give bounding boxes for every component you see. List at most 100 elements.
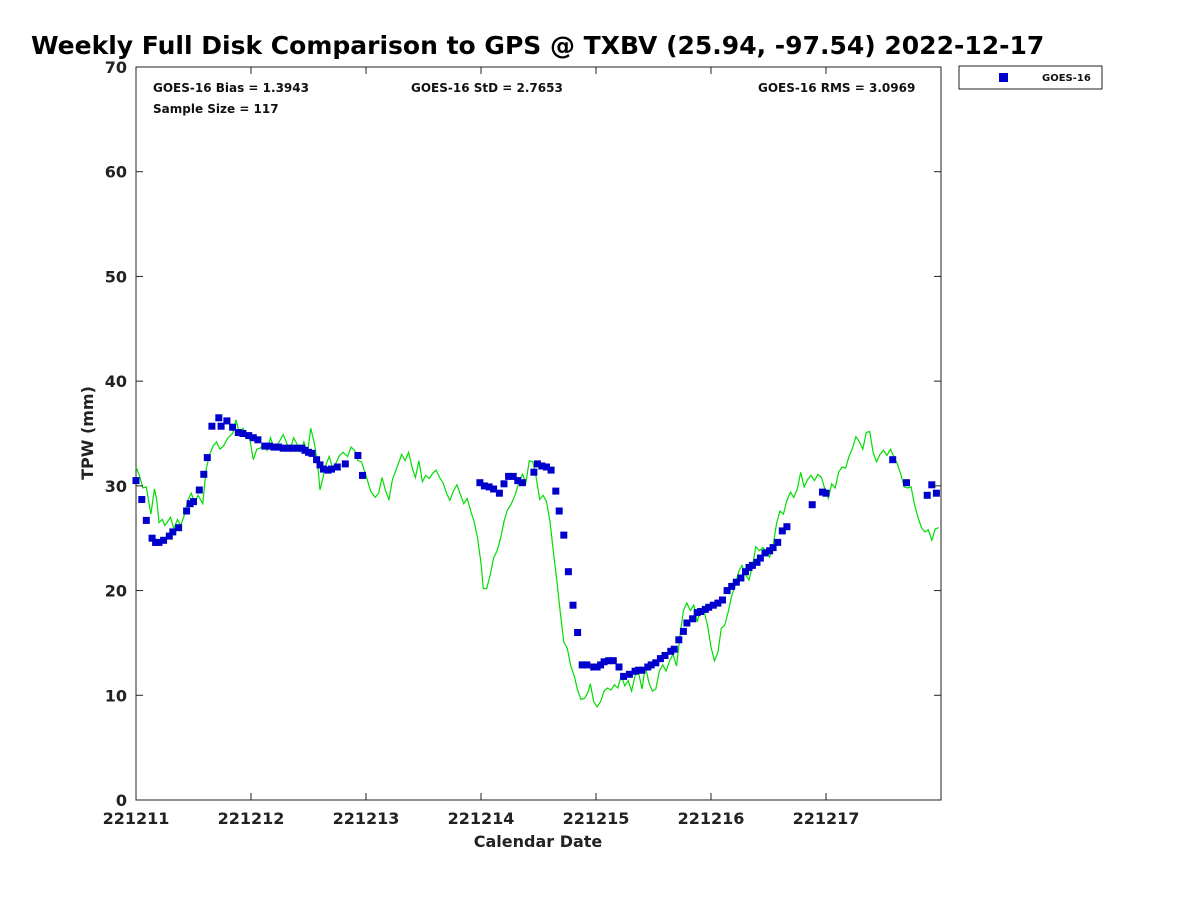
goes16-data-point (328, 465, 335, 473)
bias-stat: GOES-16 Bias = 1.3943 (153, 81, 309, 95)
x-tick-label: 221214 (448, 809, 515, 828)
goes16-data-point (155, 538, 163, 546)
y-tick-label: 30 (105, 477, 127, 496)
goes16-data-point (275, 443, 283, 451)
goes16-data-point (183, 507, 191, 515)
y-tick-label: 40 (105, 372, 127, 391)
y-axis-ticks: 0 10 20 30 40 50 60 70 (105, 58, 941, 810)
goes16-data-point (574, 629, 582, 636)
goes16-data-point (564, 568, 572, 576)
goes16-data-point (675, 636, 683, 644)
goes16-data-point (530, 468, 538, 476)
goes16-data-point (819, 488, 826, 496)
goes16-data-point (500, 480, 508, 488)
goes16-data-point (203, 454, 211, 462)
y-tick-label: 70 (105, 58, 127, 77)
goes16-data-point (543, 463, 550, 471)
goes16-data-point (476, 479, 484, 487)
goes16-data-point (169, 528, 177, 536)
goes16-data-point (638, 666, 646, 674)
goes16-data-point (319, 465, 327, 473)
goes16-data-point (670, 645, 678, 653)
goes16-data-point (229, 423, 237, 431)
goes16-data-point (714, 599, 722, 607)
goes16-data-point (215, 414, 223, 422)
goes16-data-point (148, 534, 156, 542)
goes16-data-point (569, 601, 577, 609)
goes16-data-point (683, 619, 691, 627)
legend-label: GOES-16 (1042, 73, 1091, 84)
goes16-data-point (509, 472, 517, 480)
goes16-data-point (485, 483, 493, 491)
goes16-data-point (661, 652, 669, 659)
goes16-data-point (652, 659, 660, 667)
y-tick-label: 10 (105, 686, 127, 705)
goes16-data-point (175, 524, 183, 532)
goes16-data-point (239, 430, 247, 437)
std-stat: GOES-16 StD = 2.7653 (411, 81, 563, 95)
goes16-data-point (308, 449, 316, 457)
goes16-data-point (560, 531, 568, 539)
x-tick-label: 221213 (333, 809, 400, 828)
goes16-data-point (249, 434, 257, 442)
goes16-data-point (748, 561, 756, 569)
goes16-data-point (609, 657, 617, 665)
goes16-data-point (208, 422, 216, 430)
y-tick-label: 0 (116, 791, 127, 810)
legend-marker (999, 73, 1008, 82)
goes16-data-point (505, 472, 513, 480)
goes16-data-point (620, 672, 628, 680)
goes16-data-point (778, 527, 786, 535)
goes16-data-point (293, 444, 301, 452)
goes16-data-point (138, 496, 146, 503)
goes16-data-point (753, 558, 761, 566)
goes16-data-point (245, 432, 253, 440)
goes16-data-point (480, 482, 488, 490)
goes16-data-point (254, 436, 262, 444)
goes16-data-point (533, 460, 541, 468)
goes16-data-point (490, 485, 498, 493)
goes16-data-point (903, 479, 910, 487)
goes16-data-point (783, 523, 791, 531)
legend: GOES-16 (958, 65, 1103, 90)
goes16-data-point (774, 538, 782, 546)
x-tick-label: 221215 (563, 809, 630, 828)
goes16-data-point (889, 456, 897, 464)
goes16-data-point (679, 627, 687, 635)
goes16-data-point (265, 442, 273, 450)
goes16-data-point (928, 481, 936, 489)
goes16-data-point (737, 574, 745, 582)
goes16-data-point (217, 422, 225, 430)
goes16-data-point (223, 417, 231, 425)
goes16-data-point (279, 444, 287, 452)
goes16-data-point (359, 471, 366, 479)
x-axis-ticks: 221211 221212 221213 221214 221215 221216 2212… (103, 67, 859, 828)
goes16-data-point (732, 578, 740, 586)
goes16-data-point (495, 489, 503, 497)
goes16-data-point (769, 544, 777, 552)
goes16-data-point (354, 452, 362, 459)
goes16-data-point (316, 461, 324, 469)
goes16-data-point (625, 670, 633, 678)
goes16-data-point (583, 661, 591, 669)
goes16-data-point (600, 658, 608, 666)
goes16-data-point (538, 462, 546, 470)
goes16-data-point (728, 582, 736, 590)
goes16-data-point (923, 491, 931, 499)
goes16-data-point (578, 661, 586, 669)
goes16-data-point (552, 487, 560, 495)
goes16-data-point (190, 498, 197, 506)
goes16-data-point (932, 489, 940, 497)
rms-stat: GOES-16 RMS = 3.0969 (758, 81, 915, 95)
goes16-data-point (160, 536, 168, 544)
goes16-data-point (719, 596, 726, 604)
goes16-data-point (200, 470, 208, 478)
goes16-data-point (689, 615, 697, 623)
goes16-data-point (555, 507, 563, 515)
x-tick-label: 221211 (103, 809, 170, 828)
goes16-data-point (132, 477, 140, 485)
goes16-data-point (284, 444, 292, 452)
sample-size-stat: Sample Size = 117 (153, 102, 279, 116)
goes16-data-point (697, 608, 705, 615)
goes16-data-point (723, 587, 731, 595)
